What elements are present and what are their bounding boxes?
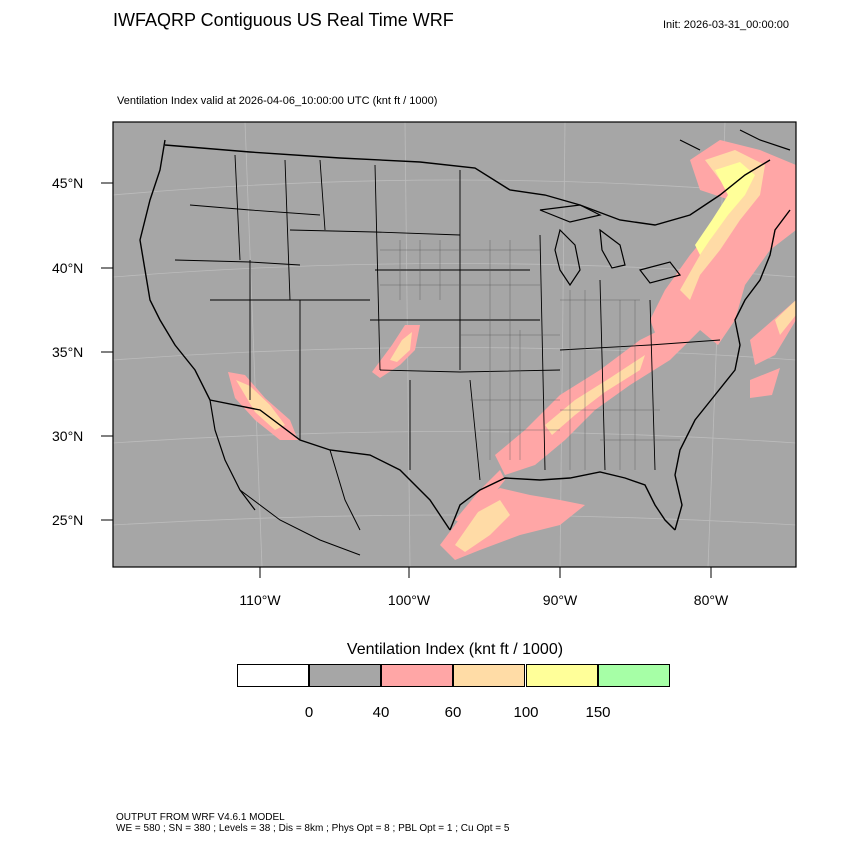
- map-background: [113, 122, 796, 567]
- county-mesh: [380, 240, 680, 470]
- vi-band-gulf-inner: [455, 500, 510, 552]
- lon-label: 100°W: [388, 592, 431, 608]
- init-time: Init: 2026-03-31_00:00:00: [663, 19, 789, 31]
- map-content: [113, 122, 796, 567]
- vi-band-northeast-core: [695, 162, 755, 255]
- colorbar-tick-label: 40: [372, 704, 390, 721]
- map-subtitle: Ventilation Index valid at 2026-04-06_10…: [117, 95, 438, 107]
- us-west-coast: [139, 139, 211, 401]
- model-info-line2: WE = 580 ; SN = 380 ; Levels = 38 ; Dis …: [116, 823, 510, 834]
- map-frame: [112, 121, 797, 568]
- us-canada-border: [164, 144, 771, 226]
- gulf-coast: [449, 471, 676, 531]
- colorbar-tick-label: 60: [444, 704, 462, 721]
- lon-label: 90°W: [543, 592, 578, 608]
- colorbar-swatch: [598, 664, 670, 687]
- graticule: [113, 122, 796, 567]
- lat-label: 25°N: [52, 512, 83, 528]
- baja-coast: [209, 399, 256, 511]
- lat-label: 35°N: [52, 344, 83, 360]
- great-lakes: [539, 204, 682, 287]
- colorbar-swatch: [526, 664, 598, 687]
- colorbar-title: Ventilation Index (knt ft / 1000): [346, 641, 564, 658]
- lat-label: 30°N: [52, 428, 83, 444]
- colorbar-tick-label: 0: [304, 704, 314, 721]
- lat-ticks: [101, 182, 113, 521]
- vi-band-atlantic-south: [750, 368, 780, 398]
- map-title: IWFAQRP Contiguous US Real Time WRF: [113, 10, 454, 30]
- colorbar-swatch: [381, 664, 453, 687]
- vi-band-plains-inner: [390, 332, 412, 362]
- state-boundaries: [174, 154, 721, 481]
- florida-east: [674, 209, 791, 531]
- lon-ticks: [259, 567, 712, 578]
- colorbar-swatch: [309, 664, 381, 687]
- lat-label: 45°N: [52, 175, 83, 191]
- colorbar-tick-label: 100: [513, 704, 539, 721]
- lat-label: 40°N: [52, 260, 83, 276]
- vi-band-atlantic-inner: [775, 300, 796, 335]
- mexico-interior: [239, 449, 361, 556]
- boundaries: [139, 129, 791, 556]
- model-info-line1: OUTPUT FROM WRF V4.6.1 MODEL: [116, 812, 285, 823]
- canada-coast: [679, 129, 791, 151]
- lon-label: 110°W: [239, 592, 281, 608]
- lon-label: 80°W: [694, 592, 729, 608]
- colorbar-swatch: [237, 664, 309, 687]
- colorbar-tick-label: 150: [585, 704, 611, 721]
- vi-band-arizona-inner: [236, 380, 285, 430]
- colorbar-swatch: [453, 664, 525, 687]
- us-mexico-border: [209, 399, 451, 531]
